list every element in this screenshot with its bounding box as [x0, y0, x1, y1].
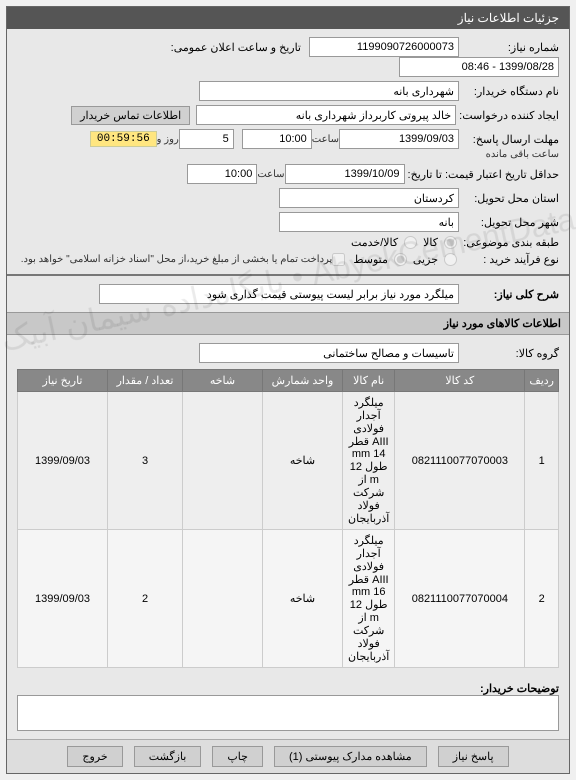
- deadline-date-field: 1399/09/03: [339, 129, 459, 149]
- creator-field: خالد پیروتی کاربرداز شهرداری بانه: [196, 105, 456, 125]
- panel-title: جزئیات اطلاعات نیاز: [7, 7, 569, 29]
- table-row: 20821110077070004میلگرد آجدار فولادی AII…: [18, 530, 559, 668]
- med-radio: [394, 253, 407, 266]
- hour-label-1: ساعت: [312, 134, 339, 145]
- announce-field: 1399/08/28 - 08:46: [399, 57, 559, 77]
- summary-field: میلگرد مورد نیاز برابر لیست پیوستی قیمت …: [99, 284, 459, 304]
- creator-label: ایجاد کننده درخواست:: [456, 109, 559, 122]
- reply-button[interactable]: پاسخ نیاز: [438, 746, 509, 767]
- countdown-timer: 00:59:56: [90, 131, 157, 147]
- table-cell: میلگرد آجدار فولادی AIII قطر 14 mm طول 1…: [343, 392, 395, 530]
- city-field: بانه: [279, 212, 459, 232]
- pay-note: پرداخت تمام یا بخشی از مبلغ خرید،از محل …: [21, 254, 333, 265]
- buyer-notes-label: توضیحات خریدار:: [459, 682, 559, 695]
- th-branch: شاخه: [183, 370, 263, 392]
- low-radio-label: جزیی: [413, 253, 438, 266]
- days-left-field: 5: [179, 129, 234, 149]
- table-cell: [183, 392, 263, 530]
- goods-info-header: اطلاعات کالاهای مورد نیاز: [7, 312, 569, 335]
- city-label: شهر محل تحویل:: [459, 216, 559, 229]
- table-cell: 1: [525, 392, 559, 530]
- proc-type-label: نوع فرآیند خرید :: [459, 253, 559, 266]
- deadline-hour-field: 10:00: [242, 129, 312, 149]
- deadline-label: مهلت ارسال پاسخ:: [459, 133, 559, 146]
- need-no-label: شماره نیاز:: [459, 41, 559, 54]
- table-row: 10821110077070003میلگرد آجدار فولادی AII…: [18, 392, 559, 530]
- proc-type-group: جزیی متوسط: [353, 253, 459, 266]
- med-radio-label: متوسط: [353, 253, 388, 266]
- goods-group-label: گروه کالا:: [459, 347, 559, 360]
- table-cell: میلگرد آجدار فولادی AIII قطر 16 mm طول 1…: [343, 530, 395, 668]
- th-unit: واحد شمارش: [263, 370, 343, 392]
- table-cell: 1399/09/03: [18, 392, 108, 530]
- valid-date-field: 1399/10/09: [285, 164, 405, 184]
- th-rownum: ردیف: [525, 370, 559, 392]
- budget-cls-group: کالا کالا/خدمت: [351, 236, 459, 249]
- details-panel: جزئیات اطلاعات نیاز شماره نیاز: 11990907…: [6, 6, 570, 774]
- th-qty: تعداد / مقدار: [108, 370, 183, 392]
- announce-label: تاریخ و ساعت اعلان عمومی:: [168, 41, 301, 54]
- table-cell: 2: [525, 530, 559, 668]
- budget-cls-label: طبقه بندی موضوعی:: [459, 236, 559, 249]
- province-field: کردستان: [279, 188, 459, 208]
- need-no-field: 1199090726000073: [309, 37, 459, 57]
- th-name: نام کالا: [343, 370, 395, 392]
- table-cell: 1399/09/03: [18, 530, 108, 668]
- goods-radio: [444, 236, 457, 249]
- table-cell: 0821110077070003: [395, 392, 525, 530]
- footer: پاسخ نیاز مشاهده مدارک پیوستی (1) چاپ با…: [7, 739, 569, 773]
- buyer-notes-textarea: [17, 695, 559, 731]
- attachments-button[interactable]: مشاهده مدارک پیوستی (1): [274, 746, 427, 767]
- th-date: تاریخ نیاز: [18, 370, 108, 392]
- province-label: استان محل تحویل:: [459, 192, 559, 205]
- back-button[interactable]: بازگشت: [134, 746, 202, 767]
- service-radio: [404, 236, 417, 249]
- buyer-label: نام دستگاه خریدار:: [459, 85, 559, 98]
- print-button[interactable]: چاپ: [212, 746, 263, 767]
- service-radio-label: کالا/خدمت: [351, 236, 398, 249]
- goods-table: ردیف کد کالا نام کالا واحد شمارش شاخه تع…: [17, 369, 559, 668]
- days-label: روز و: [157, 134, 179, 145]
- th-code: کد کالا: [395, 370, 525, 392]
- table-cell: 0821110077070004: [395, 530, 525, 668]
- buyer-field: شهرداری بانه: [199, 81, 459, 101]
- contact-button[interactable]: اطلاعات تماس خریدار: [71, 106, 190, 125]
- remain-label: ساعت باقی مانده: [486, 149, 559, 160]
- table-cell: شاخه: [263, 392, 343, 530]
- table-cell: 2: [108, 530, 183, 668]
- low-radio: [444, 253, 457, 266]
- valid-hour-field: 10:00: [187, 164, 257, 184]
- summary-label: شرح کلی نیاز:: [459, 288, 559, 301]
- goods-radio-label: کالا: [423, 236, 438, 249]
- table-cell: 3: [108, 392, 183, 530]
- exit-button[interactable]: خروج: [67, 746, 122, 767]
- treasury-checkbox: [332, 253, 345, 266]
- table-cell: شاخه: [263, 530, 343, 668]
- valid-until-label: حداقل تاریخ اعتبار قیمت: تا تاریخ:: [405, 168, 559, 181]
- goods-group-field: تاسیسات و مصالح ساختمانی: [199, 343, 459, 363]
- hour-label-2: ساعت: [257, 169, 284, 180]
- table-cell: [183, 530, 263, 668]
